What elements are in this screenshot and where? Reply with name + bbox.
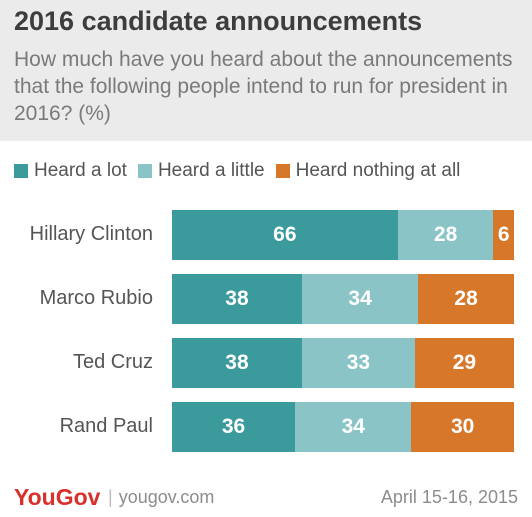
bar-segment: 38 bbox=[172, 338, 302, 388]
legend-swatch bbox=[275, 164, 290, 178]
category-label: Hillary Clinton bbox=[29, 223, 153, 245]
legend-label: Heard a lot bbox=[34, 160, 127, 181]
stacked-bar-chart: Hillary Clinton 66 28 6 Marco Rubio 38 34 28 Ted… bbox=[0, 200, 532, 470]
legend-swatch bbox=[14, 164, 28, 178]
category-label: Ted Cruz bbox=[72, 351, 153, 373]
bar-value-label: 33 bbox=[346, 351, 371, 374]
yougov-logo: YouGov bbox=[14, 484, 101, 510]
legend-item-1: Heard a little bbox=[137, 160, 265, 182]
bar-value-label: 6 bbox=[497, 223, 510, 246]
chart-subtitle: How much have you heard about the announ… bbox=[14, 48, 513, 125]
site-url: | yougov.com bbox=[108, 487, 214, 508]
bar-value-label: 30 bbox=[451, 415, 475, 438]
bar-value-label: 28 bbox=[454, 287, 478, 310]
bar-value-label: 29 bbox=[452, 351, 477, 374]
bar-segment: 33 bbox=[301, 338, 415, 388]
legend-label: Heard a little bbox=[157, 160, 265, 181]
bar-segment: 30 bbox=[411, 402, 514, 452]
category-label: Rand Paul bbox=[59, 415, 153, 437]
survey-date: April 15-16, 2015 bbox=[380, 487, 518, 507]
bar-segment: 34 bbox=[301, 274, 419, 324]
bar-value-label: 38 bbox=[225, 351, 249, 374]
bar-segment: 34 bbox=[295, 402, 412, 452]
bar-segment: 28 bbox=[397, 210, 494, 260]
chart-header: 2016 candidate announcements How much ha… bbox=[0, 0, 532, 141]
bar-segment: 38 bbox=[172, 274, 302, 324]
legend-item-2: Heard nothing at all bbox=[275, 160, 461, 182]
category-label: Marco Rubio bbox=[39, 287, 153, 309]
bar-value-label: 28 bbox=[433, 223, 458, 246]
site-url-text: yougov.com bbox=[118, 487, 215, 507]
bar-segment: 66 bbox=[172, 210, 398, 260]
legend-item-0: Heard a lot bbox=[14, 160, 127, 182]
bar-value-label: 66 bbox=[273, 223, 297, 246]
bar-value-label: 34 bbox=[341, 415, 365, 438]
site-divider: | bbox=[108, 487, 113, 507]
bar-value-label: 36 bbox=[221, 415, 246, 438]
chart-title: 2016 candidate announcements bbox=[14, 6, 423, 36]
legend-swatch bbox=[137, 164, 152, 178]
bar-value-label: 34 bbox=[348, 287, 372, 310]
bar-value-label: 38 bbox=[225, 287, 249, 310]
bar-segment: 6 bbox=[493, 210, 514, 260]
bar-segment: 36 bbox=[172, 402, 296, 452]
legend-label: Heard nothing at all bbox=[295, 160, 461, 181]
bar-segment: 28 bbox=[418, 274, 514, 324]
chart-footer: YouGov | yougov.com April 15-16, 2015 bbox=[0, 478, 532, 517]
chart-legend: Heard a lot Heard a little Heard nothing a… bbox=[14, 158, 471, 184]
bar-segment: 29 bbox=[414, 338, 514, 388]
